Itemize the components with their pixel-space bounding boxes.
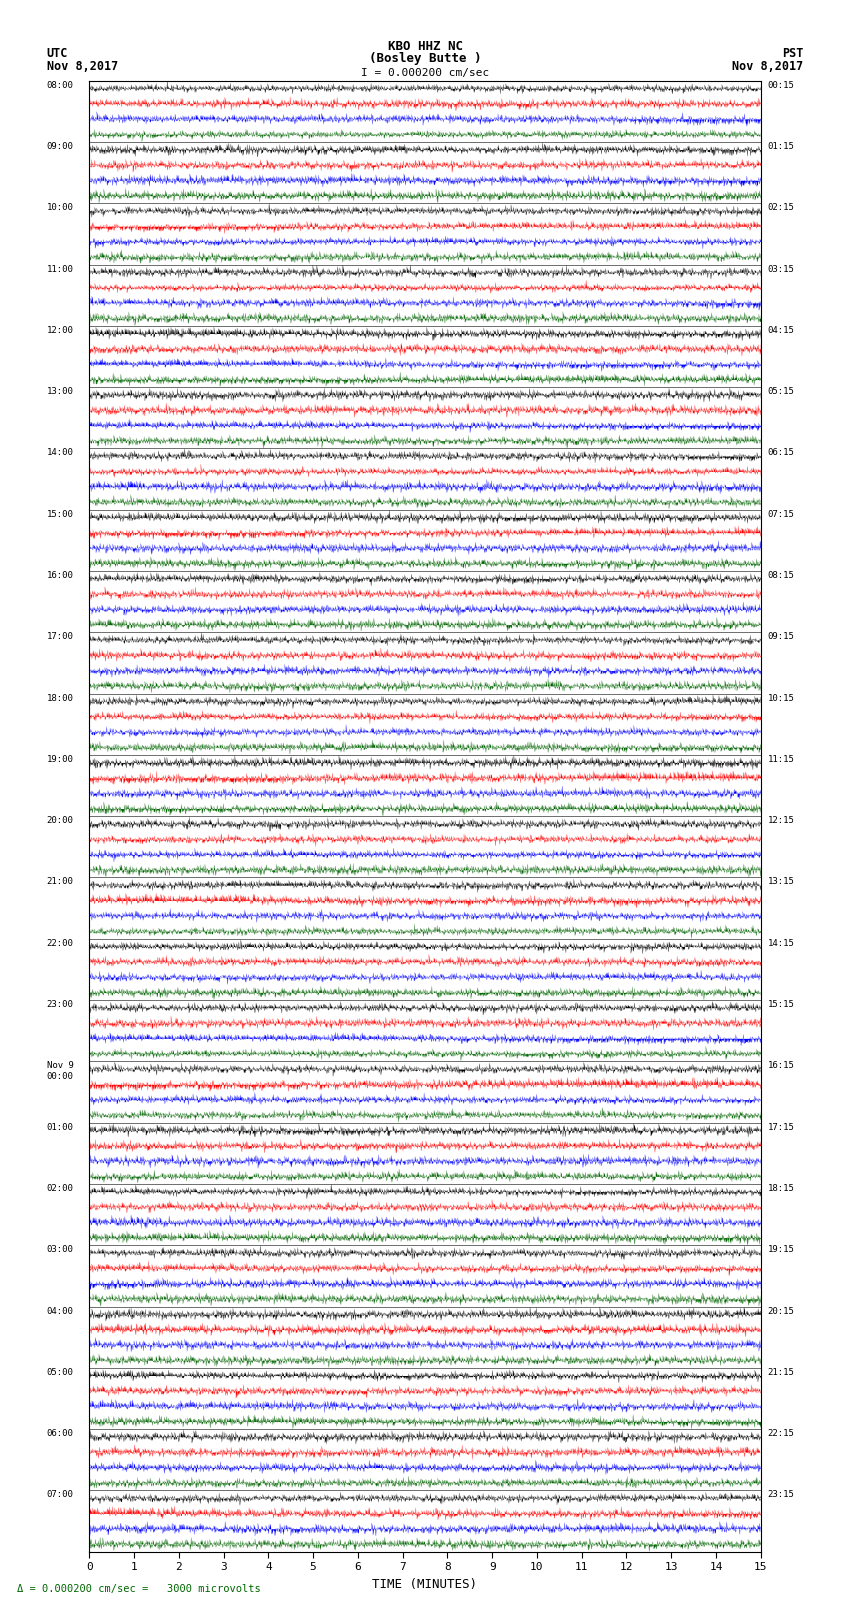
Text: 15:15: 15:15: [768, 1000, 795, 1010]
Text: 22:00: 22:00: [47, 939, 74, 948]
Text: 23:00: 23:00: [47, 1000, 74, 1010]
Text: 13:15: 13:15: [768, 877, 795, 887]
Text: 13:00: 13:00: [47, 387, 74, 397]
Text: 12:00: 12:00: [47, 326, 74, 336]
Text: 11:15: 11:15: [768, 755, 795, 765]
Text: PST: PST: [782, 47, 803, 60]
Text: 17:15: 17:15: [768, 1123, 795, 1132]
Text: Nov 9
00:00: Nov 9 00:00: [47, 1061, 74, 1081]
Text: 19:00: 19:00: [47, 755, 74, 765]
Text: 16:00: 16:00: [47, 571, 74, 581]
Text: UTC: UTC: [47, 47, 68, 60]
Text: Nov 8,2017: Nov 8,2017: [732, 60, 803, 73]
Text: 14:00: 14:00: [47, 448, 74, 458]
Text: 21:15: 21:15: [768, 1368, 795, 1378]
Text: 17:00: 17:00: [47, 632, 74, 642]
Text: 23:15: 23:15: [768, 1490, 795, 1500]
X-axis label: TIME (MINUTES): TIME (MINUTES): [372, 1578, 478, 1590]
Text: 18:15: 18:15: [768, 1184, 795, 1194]
Text: 07:00: 07:00: [47, 1490, 74, 1500]
Text: 02:15: 02:15: [768, 203, 795, 213]
Text: 01:00: 01:00: [47, 1123, 74, 1132]
Text: 16:15: 16:15: [768, 1061, 795, 1071]
Text: 10:15: 10:15: [768, 694, 795, 703]
Text: 08:15: 08:15: [768, 571, 795, 581]
Text: 12:15: 12:15: [768, 816, 795, 826]
Text: 09:15: 09:15: [768, 632, 795, 642]
Text: 19:15: 19:15: [768, 1245, 795, 1255]
Text: 05:00: 05:00: [47, 1368, 74, 1378]
Text: 04:00: 04:00: [47, 1307, 74, 1316]
Text: 14:15: 14:15: [768, 939, 795, 948]
Text: 03:00: 03:00: [47, 1245, 74, 1255]
Text: 21:00: 21:00: [47, 877, 74, 887]
Text: KBO HHZ NC: KBO HHZ NC: [388, 39, 462, 53]
Text: 01:15: 01:15: [768, 142, 795, 152]
Text: Δ = 0.000200 cm/sec =   3000 microvolts: Δ = 0.000200 cm/sec = 3000 microvolts: [17, 1584, 261, 1594]
Text: 11:00: 11:00: [47, 265, 74, 274]
Text: 04:15: 04:15: [768, 326, 795, 336]
Text: 06:00: 06:00: [47, 1429, 74, 1439]
Text: 03:15: 03:15: [768, 265, 795, 274]
Text: 05:15: 05:15: [768, 387, 795, 397]
Text: 06:15: 06:15: [768, 448, 795, 458]
Text: Nov 8,2017: Nov 8,2017: [47, 60, 118, 73]
Text: 20:15: 20:15: [768, 1307, 795, 1316]
Text: 15:00: 15:00: [47, 510, 74, 519]
Text: 20:00: 20:00: [47, 816, 74, 826]
Text: 09:00: 09:00: [47, 142, 74, 152]
Text: (Bosley Butte ): (Bosley Butte ): [369, 52, 481, 66]
Text: 10:00: 10:00: [47, 203, 74, 213]
Text: 02:00: 02:00: [47, 1184, 74, 1194]
Text: 08:00: 08:00: [47, 81, 74, 90]
Text: I = 0.000200 cm/sec: I = 0.000200 cm/sec: [361, 68, 489, 77]
Text: 18:00: 18:00: [47, 694, 74, 703]
Text: 00:15: 00:15: [768, 81, 795, 90]
Text: 07:15: 07:15: [768, 510, 795, 519]
Text: 22:15: 22:15: [768, 1429, 795, 1439]
